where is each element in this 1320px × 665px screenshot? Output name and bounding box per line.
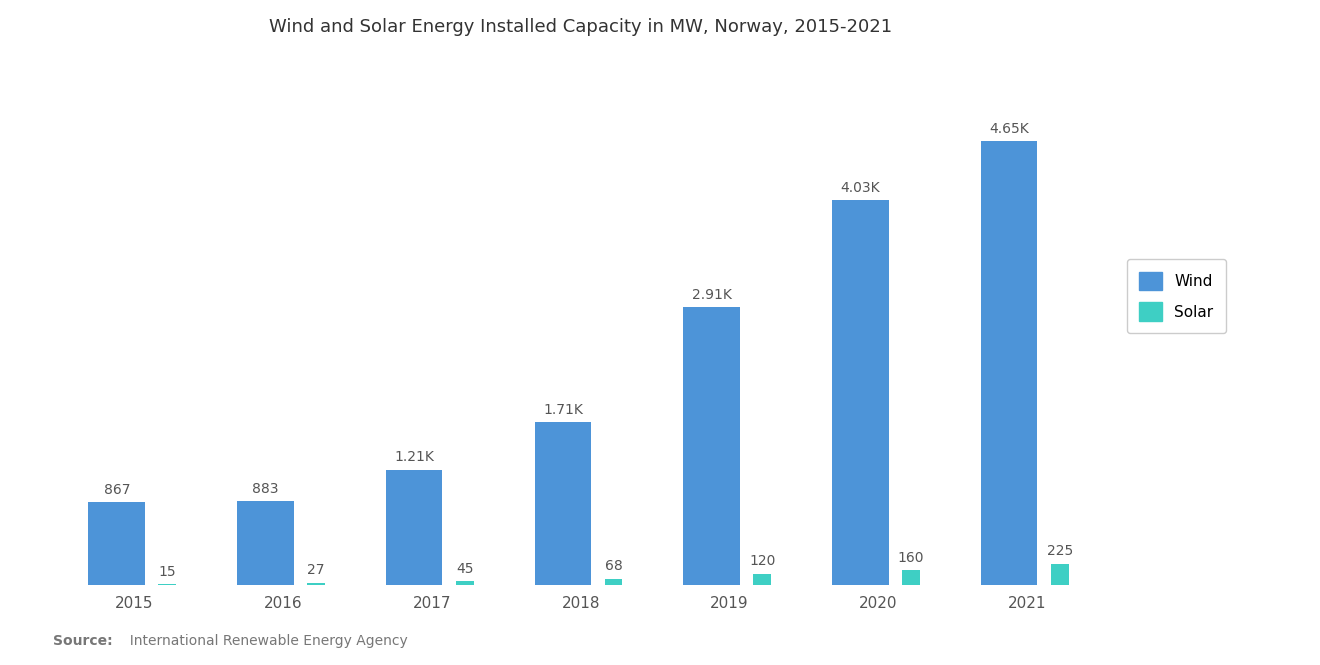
Text: 4.65K: 4.65K [989, 122, 1030, 136]
Text: 4.03K: 4.03K [841, 181, 880, 195]
Bar [1051, 564, 1069, 585]
Text: 27: 27 [308, 563, 325, 577]
Legend: Wind, Solar: Wind, Solar [1127, 259, 1226, 333]
Title: Wind and Solar Energy Installed Capacity in MW, Norway, 2015-2021: Wind and Solar Energy Installed Capacity… [269, 18, 892, 36]
Bar [238, 501, 294, 585]
Bar [902, 570, 920, 585]
Text: 120: 120 [748, 555, 775, 569]
Text: Source:: Source: [53, 634, 112, 648]
Text: 45: 45 [455, 562, 474, 576]
Text: 68: 68 [605, 559, 623, 573]
Text: 2.91K: 2.91K [692, 288, 731, 302]
Bar [455, 581, 474, 585]
Bar [385, 469, 442, 585]
Text: 867: 867 [103, 483, 129, 497]
Bar [754, 574, 771, 585]
Bar [308, 583, 325, 585]
Bar [684, 307, 741, 585]
Text: 1.71K: 1.71K [543, 402, 583, 416]
Bar [88, 502, 145, 585]
Bar [535, 422, 591, 585]
Bar [158, 584, 177, 585]
Text: 1.21K: 1.21K [395, 450, 434, 464]
Bar [605, 579, 623, 585]
Text: 15: 15 [158, 565, 176, 579]
Text: International Renewable Energy Agency: International Renewable Energy Agency [121, 634, 408, 648]
Text: 160: 160 [898, 551, 924, 565]
Text: 225: 225 [1047, 545, 1073, 559]
Text: 883: 883 [252, 481, 279, 495]
Bar [832, 200, 888, 585]
Bar [981, 141, 1038, 585]
